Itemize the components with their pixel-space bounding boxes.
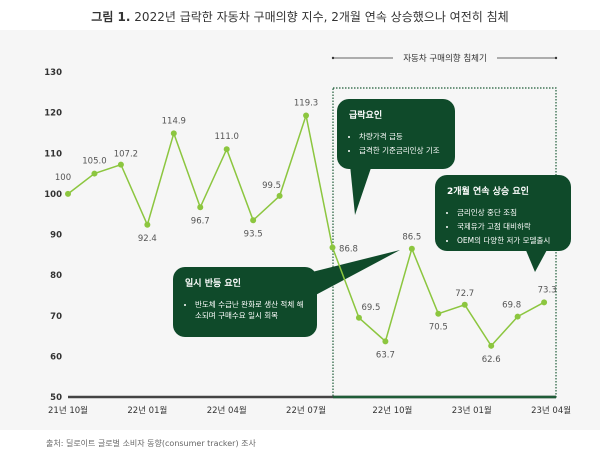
x-tick-label: 22년 07월 <box>286 405 326 416</box>
data-point <box>355 314 362 321</box>
y-tick-label: 110 <box>44 149 62 159</box>
data-label: 63.7 <box>376 350 395 360</box>
data-label: 107.2 <box>114 150 138 160</box>
y-tick-label: 50 <box>50 393 62 403</box>
period-end-left <box>331 56 335 60</box>
y-tick-label: 60 <box>50 352 62 362</box>
data-point <box>461 301 468 308</box>
data-point <box>144 221 151 228</box>
data-label: 86.5 <box>402 233 421 243</box>
data-label: 119.3 <box>294 98 318 108</box>
x-tick-label: 22년 10월 <box>372 405 412 416</box>
data-label: 70.5 <box>429 323 448 333</box>
data-label: 105.0 <box>82 157 106 167</box>
callout-rise-tail <box>525 248 548 272</box>
x-tick-label: 22년 04월 <box>207 405 247 416</box>
data-point <box>250 217 257 224</box>
data-label: 96.7 <box>191 216 210 226</box>
data-label: 99.5 <box>262 181 281 191</box>
period-end-right <box>554 56 558 60</box>
data-point <box>197 204 204 211</box>
data-point <box>435 310 442 317</box>
data-label: 92.4 <box>138 234 157 244</box>
callout-rebound-tail <box>300 250 400 298</box>
data-label: 69.8 <box>502 301 521 311</box>
data-point <box>488 342 495 349</box>
data-point <box>223 146 230 153</box>
data-point <box>541 299 548 306</box>
data-point <box>514 313 521 320</box>
data-point <box>382 338 389 345</box>
callout-decline-tail <box>350 165 372 215</box>
period-label: 자동차 구매의향 침체기 <box>403 53 487 64</box>
source-note: 출처: 딜로이트 글로벌 소비자 동향(consumer tracker) 조사 <box>46 439 256 448</box>
data-label: 93.5 <box>244 229 263 239</box>
data-point <box>408 245 415 252</box>
data-label: 100 <box>55 173 71 183</box>
y-tick-label: 90 <box>50 231 62 241</box>
y-tick-label: 100 <box>44 190 62 200</box>
callout-decline: 급락요인 차량가격 급등급격한 기준금리인상 기조 <box>337 99 455 169</box>
data-label: 73.3 <box>538 285 557 295</box>
x-tick-label: 21년 10월 <box>48 405 88 416</box>
data-point <box>329 244 336 251</box>
data-label: 69.5 <box>361 303 380 313</box>
data-label: 62.6 <box>482 355 501 365</box>
data-label: 111.0 <box>215 132 239 142</box>
data-label: 86.8 <box>339 245 358 255</box>
x-tick-label: 22년 01월 <box>127 405 167 416</box>
data-point <box>170 130 177 137</box>
figure-title: 그림 1. 2022년 급락한 자동차 구매의향 지수, 2개월 연속 상승했으… <box>91 10 509 24</box>
data-point <box>303 112 310 119</box>
y-tick-label: 70 <box>50 312 62 322</box>
x-tick-label: 23년 04월 <box>531 405 571 416</box>
y-tick-label: 120 <box>44 109 62 119</box>
data-point <box>117 161 124 168</box>
y-tick-label: 130 <box>44 68 62 78</box>
data-point <box>65 190 71 197</box>
callout-rise: 2개월 연속 상승 요인 금리인상 중단 조짐국제유가 고점 대비하락OEM의 … <box>435 175 571 251</box>
x-tick-label: 23년 01월 <box>452 405 492 416</box>
y-tick-label: 80 <box>50 271 62 281</box>
callout-rebound: 일시 반등 요인 반도체 수급난 완화로 생산 적체 해소되며 구매수요 일시 … <box>173 267 317 337</box>
data-label: 72.7 <box>455 289 474 299</box>
data-point <box>91 170 98 177</box>
data-label: 114.9 <box>162 116 186 126</box>
data-point <box>276 192 283 199</box>
